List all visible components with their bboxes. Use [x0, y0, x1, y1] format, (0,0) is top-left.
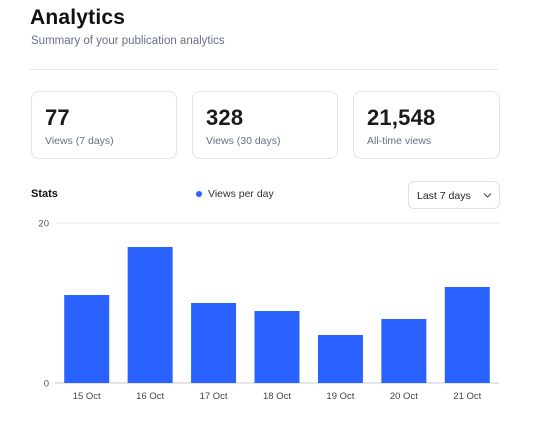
bar-21-oct [444, 287, 490, 383]
legend-dot-icon [196, 191, 202, 197]
bar-18-oct [254, 311, 300, 383]
stat-card-all-time-views: 21,548 All-time views [353, 91, 500, 159]
stat-card-views-7-days: 77 Views (7 days) [31, 91, 177, 159]
x-tick-label: 16 Oct [136, 391, 164, 402]
x-tick-label: 17 Oct [200, 391, 228, 402]
stat-label: Views (30 days) [206, 135, 281, 147]
bar-15-oct [64, 295, 110, 383]
y-tick-label: 20 [38, 219, 49, 230]
x-tick-label: 20 Oct [390, 391, 418, 402]
bar-20-oct [381, 319, 427, 383]
chevron-down-icon [483, 193, 492, 198]
stat-label: All-time views [367, 135, 432, 147]
stat-value: 21,548 [367, 105, 436, 130]
stat-value: 328 [206, 105, 244, 130]
period-select[interactable]: Last 7 days [408, 181, 500, 209]
x-tick-label: 21 Oct [453, 391, 481, 402]
chart-legend: Views per day [196, 188, 274, 200]
page-subtitle: Summary of your publication analytics [31, 35, 225, 47]
header-divider [30, 69, 499, 70]
stat-value: 77 [45, 105, 70, 130]
x-tick-label: 19 Oct [326, 391, 354, 402]
stat-card-views-30-days: 328 Views (30 days) [192, 91, 338, 159]
x-tick-label: 18 Oct [263, 391, 291, 402]
x-tick-label: 15 Oct [73, 391, 101, 402]
stat-label: Views (7 days) [45, 135, 114, 147]
page-title: Analytics [30, 6, 126, 29]
bar-19-oct [317, 335, 363, 383]
bar-16-oct [127, 247, 173, 383]
stats-title: Stats [31, 188, 58, 200]
legend-label: Views per day [208, 188, 274, 200]
period-select-value: Last 7 days [417, 190, 471, 202]
y-tick-label: 0 [44, 379, 49, 390]
bar-17-oct [191, 303, 237, 383]
